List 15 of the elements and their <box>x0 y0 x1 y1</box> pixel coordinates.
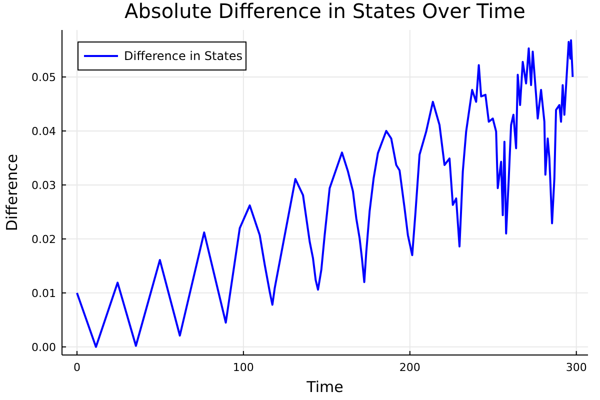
y-axis-title: Difference <box>3 154 21 232</box>
y-tick-label: 0.03 <box>32 178 56 192</box>
x-tick-label: 300 <box>566 361 587 374</box>
y-tick-label: 0.01 <box>32 286 56 300</box>
x-axis-title: Time <box>306 378 344 396</box>
line-series <box>76 39 574 348</box>
x-tick-label: 100 <box>232 361 254 374</box>
y-tick-label: 0.00 <box>32 340 56 354</box>
y-tick-label: 0.04 <box>32 124 56 138</box>
chart-title: Absolute Difference in States Over Time <box>124 0 526 23</box>
y-tick-label: 0.02 <box>32 232 56 246</box>
y-tick-label: 0.05 <box>32 70 56 84</box>
legend-label: Difference in States <box>124 49 242 63</box>
x-tick-label: 200 <box>399 361 420 374</box>
x-tick-label: 0 <box>73 361 80 374</box>
